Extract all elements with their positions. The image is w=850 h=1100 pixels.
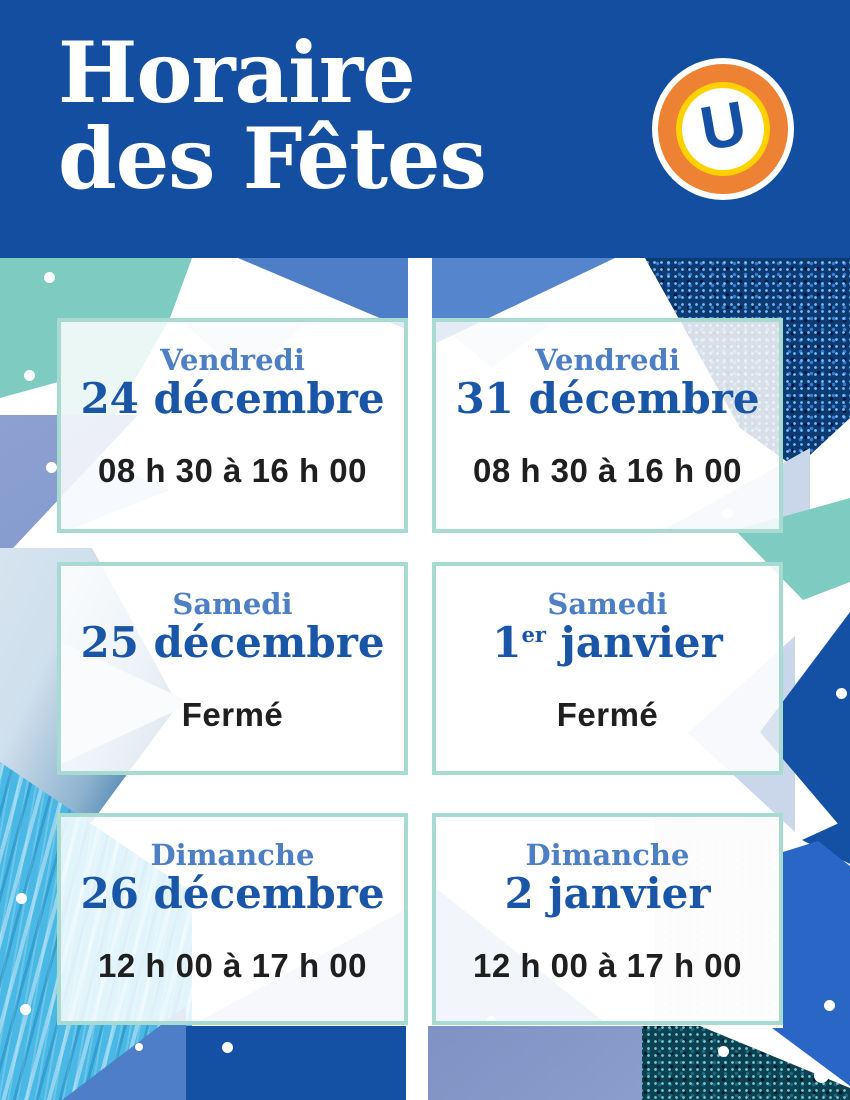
snow-dot	[222, 1042, 233, 1053]
brand-logo-letter: U	[694, 88, 752, 164]
card-date-text: 24 décembre	[80, 374, 385, 423]
snow-dot	[20, 1004, 31, 1015]
card-date-text: 2 janvier	[504, 869, 711, 918]
card-date-text: 26 décembre	[80, 869, 385, 918]
snow-dot	[16, 893, 27, 904]
card-day-label: Vendredi	[160, 343, 305, 377]
card-hours: 08 h 30 à 16 h 00	[97, 452, 367, 489]
card-day-label: Dimanche	[525, 838, 690, 872]
snow-dot	[718, 1046, 729, 1057]
schedule-card-26-decembre: Dimanche 26 décembre 12 h 00 à 17 h 00	[57, 813, 408, 1025]
snow-dot	[834, 480, 845, 491]
card-date: 2 janvier	[504, 871, 710, 917]
card-date-text: 31 décembre	[455, 374, 760, 423]
schedule-card-31-decembre: Vendredi 31 décembre 08 h 30 à 16 h 00	[432, 318, 783, 533]
schedule-card-24-decembre: Vendredi 24 décembre 08 h 30 à 16 h 00	[57, 318, 408, 533]
card-day-label: Dimanche	[150, 838, 315, 872]
title-line-1: Horaire	[58, 23, 416, 122]
card-date-ordinal: er	[521, 622, 546, 647]
brand-logo-rings: U	[682, 88, 764, 170]
page-title: Horaire des Fêtes	[58, 30, 487, 202]
card-hours: 12 h 00 à 17 h 00	[97, 947, 367, 984]
card-day-label: Samedi	[172, 587, 293, 621]
card-date: 26 décembre	[80, 871, 384, 917]
snow-dot	[836, 688, 847, 699]
card-date-text: 1	[492, 618, 522, 667]
card-hours: Fermé	[556, 696, 659, 733]
snow-dot	[824, 1000, 835, 1011]
schedule-card-1er-janvier: Samedi 1er janvier Fermé	[432, 562, 783, 775]
header-banner: Horaire des Fêtes U	[0, 0, 850, 258]
card-date: 31 décembre	[455, 376, 759, 422]
schedule-card-2-janvier: Dimanche 2 janvier 12 h 00 à 17 h 00	[432, 813, 783, 1025]
card-day-label: Samedi	[547, 587, 668, 621]
schedule-card-25-decembre: Samedi 25 décembre Fermé	[57, 562, 408, 775]
snow-dot	[44, 272, 55, 283]
card-date: 24 décembre	[80, 376, 384, 422]
card-date-text: 25 décembre	[80, 618, 385, 667]
snow-dot	[24, 370, 35, 381]
card-date: 1er janvier	[492, 620, 722, 666]
card-hours: Fermé	[181, 696, 284, 733]
card-hours: 12 h 00 à 17 h 00	[472, 947, 742, 984]
card-date-rest: janvier	[545, 618, 723, 667]
card-hours: 08 h 30 à 16 h 00	[472, 452, 742, 489]
snow-dot	[814, 1068, 829, 1083]
snow-dot	[46, 462, 57, 473]
snow-dot	[135, 1043, 143, 1051]
title-line-2: des Fêtes	[58, 109, 487, 208]
brand-logo: U	[652, 58, 794, 200]
card-day-label: Vendredi	[535, 343, 680, 377]
card-date: 25 décembre	[80, 620, 384, 666]
